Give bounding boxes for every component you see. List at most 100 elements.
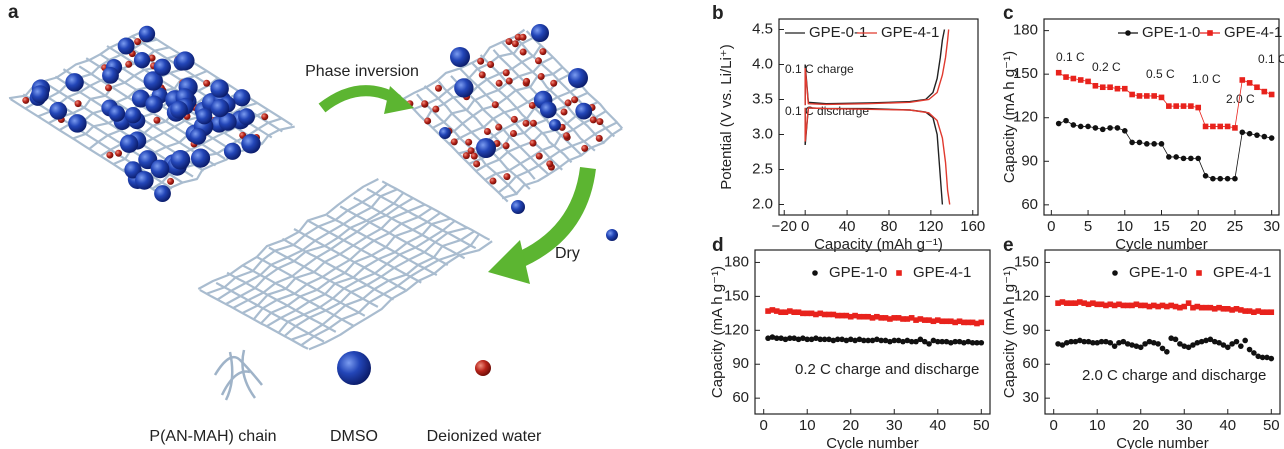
water-dot [22, 96, 30, 104]
marker [826, 311, 832, 318]
marker [1099, 84, 1106, 91]
marker [921, 317, 928, 323]
legend-label: DMSO [330, 428, 378, 445]
legend-label: GPE-1-0 [1142, 24, 1200, 41]
marker [1251, 350, 1257, 356]
water-dot [478, 71, 486, 79]
marker [1114, 85, 1121, 92]
y-tick-label: 150 [1013, 65, 1038, 82]
x-tick-label: 40 [929, 417, 946, 434]
marker [773, 335, 780, 342]
marker [795, 309, 802, 316]
marker [882, 337, 889, 344]
arrow [511, 166, 596, 270]
marker [921, 338, 928, 345]
marker [974, 320, 980, 327]
marker [813, 335, 819, 342]
y-tick-label: 3.0 [752, 125, 773, 142]
marker [887, 316, 893, 322]
marker [769, 307, 776, 313]
marker [1129, 302, 1135, 309]
annotation: 0.1 C [1056, 50, 1085, 64]
dmso-dot [218, 112, 237, 131]
x-tick-label: 40 [839, 218, 856, 235]
marker [1077, 337, 1083, 344]
marker [934, 317, 941, 323]
marker [1072, 300, 1079, 306]
y-tick-label: 90 [1022, 321, 1039, 338]
marker [1264, 309, 1270, 316]
marker [1090, 300, 1096, 306]
water-dot [519, 33, 527, 41]
marker [847, 313, 854, 320]
legend-marker [1207, 30, 1213, 36]
x-axis-label: Cycle number [826, 435, 919, 449]
polymer-chain [424, 45, 542, 121]
marker [1229, 341, 1235, 347]
marker [865, 313, 871, 320]
marker [956, 338, 963, 345]
marker [1216, 304, 1222, 311]
marker [1158, 94, 1165, 101]
marker [917, 316, 924, 322]
marker [1136, 93, 1143, 99]
polymer-chain [307, 219, 422, 284]
marker [1142, 341, 1148, 347]
marker [1239, 77, 1246, 83]
marker [1133, 301, 1140, 308]
marker [1180, 155, 1187, 162]
water-dot [203, 79, 211, 87]
marker [1190, 342, 1196, 348]
marker [1224, 123, 1231, 130]
y-tick-label: 150 [1014, 253, 1039, 270]
marker [969, 319, 976, 326]
marker [839, 312, 845, 319]
dmso-dot [223, 142, 242, 160]
water-dot [125, 60, 133, 68]
marker [1077, 77, 1084, 83]
series-line [804, 29, 951, 205]
marker [900, 316, 906, 322]
polymer-chain [300, 233, 481, 347]
marker [1124, 302, 1131, 309]
dmso-dot [143, 71, 163, 91]
marker [1268, 135, 1275, 141]
marker [878, 315, 885, 321]
marker [1217, 175, 1224, 182]
water-dot [424, 117, 432, 125]
marker [1055, 120, 1062, 127]
marker [1063, 339, 1070, 346]
marker [1129, 139, 1135, 146]
marker [1164, 303, 1170, 310]
water-dot [509, 129, 517, 137]
water-dot [529, 119, 537, 127]
panel-label: b [712, 3, 724, 24]
legend-marker [1112, 270, 1118, 276]
annotation: 0.1 C [1258, 52, 1284, 66]
water-dot [595, 134, 603, 142]
plot-frame [1044, 249, 1281, 415]
dmso-dot [153, 58, 171, 76]
marker [1103, 302, 1109, 309]
marker [1261, 88, 1268, 95]
marker [1129, 342, 1135, 348]
marker [961, 339, 967, 346]
water-dot [450, 138, 458, 146]
y-tick-label: 60 [1021, 196, 1038, 213]
marker [1063, 74, 1069, 80]
x-tick-label: 80 [881, 218, 898, 235]
marker [1172, 303, 1179, 310]
water-dot [571, 96, 579, 104]
marker [926, 317, 932, 323]
dmso-dot [131, 89, 150, 108]
dmso-dot [170, 100, 188, 119]
marker [1198, 304, 1205, 311]
marker [1239, 129, 1246, 136]
dmso-dot [102, 66, 119, 84]
marker [1059, 299, 1066, 305]
marker [1150, 339, 1157, 346]
legend-marker [896, 270, 902, 276]
marker [1107, 84, 1113, 91]
series-line [1058, 120, 1272, 180]
dmso-dot [233, 89, 251, 107]
